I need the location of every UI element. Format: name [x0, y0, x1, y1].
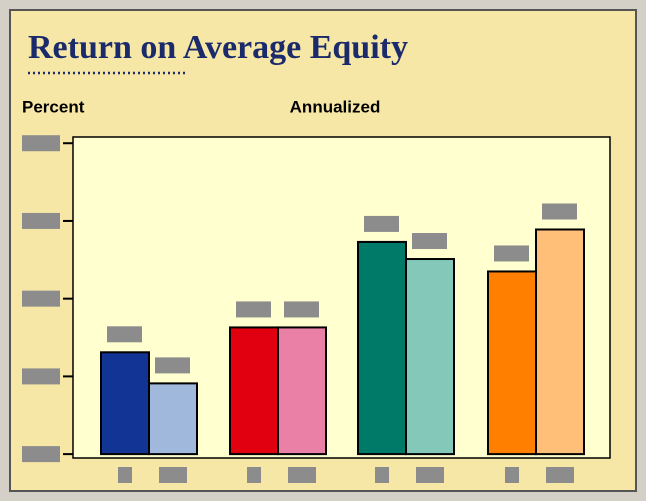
subtitle: Annualized [290, 97, 381, 116]
bar [277, 326, 327, 456]
value-label-redacted [107, 326, 142, 343]
x-tick-label-redacted [118, 467, 132, 483]
value-label-redacted [494, 245, 529, 262]
bar [148, 382, 198, 456]
x-tick-label-redacted [288, 467, 316, 483]
chart-title: Return on Average Equity [28, 29, 408, 66]
bar [487, 270, 537, 456]
value-label-redacted [284, 301, 319, 318]
bar [229, 326, 279, 456]
bar [357, 240, 407, 456]
x-tick-label-redacted [247, 467, 261, 483]
y-tick-label-redacted [22, 290, 60, 307]
x-tick-label-redacted [505, 467, 519, 483]
bar [535, 228, 585, 456]
y-tick-label-redacted [22, 135, 60, 152]
y-tick-label-redacted [22, 368, 60, 385]
y-tick-label-redacted [22, 212, 60, 229]
value-label-redacted [155, 357, 190, 374]
x-tick-label-redacted [159, 467, 187, 483]
value-label-redacted [542, 203, 577, 220]
value-label-redacted [412, 233, 447, 250]
value-label-redacted [236, 301, 271, 318]
bar [100, 351, 150, 456]
value-label-redacted [364, 215, 399, 232]
y-tick-label-redacted [22, 446, 60, 463]
x-tick-label-redacted [416, 467, 444, 483]
y-axis-label: Percent [22, 97, 85, 116]
x-tick-label-redacted [546, 467, 574, 483]
bar [405, 258, 455, 456]
x-tick-label-redacted [375, 467, 389, 483]
